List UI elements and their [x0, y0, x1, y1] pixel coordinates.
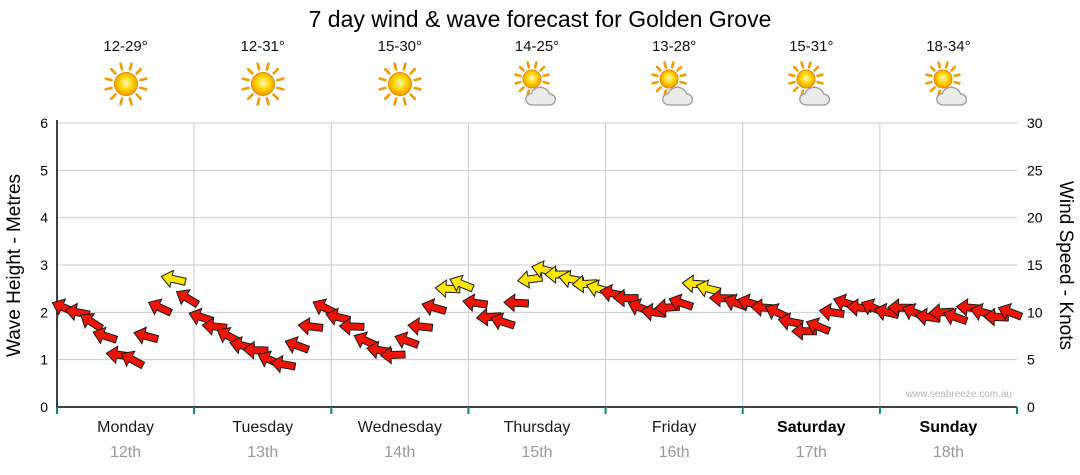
wave-axis-tick: 2 [40, 304, 48, 320]
wind-arrow [818, 302, 845, 322]
wind-arrow [490, 312, 516, 331]
day-label-thursday: Thursday [503, 419, 571, 436]
wind-arrow [668, 293, 695, 312]
day-header-saturday: 15-31° [743, 36, 880, 112]
sunny-glyph [103, 62, 148, 106]
day-header-thursday: 14-25° [468, 36, 605, 112]
partly-cloudy-icon [743, 60, 880, 112]
day-date: 17th [795, 444, 827, 461]
page-title: 7 day wind & wave forecast for Golden Gr… [308, 6, 772, 32]
partly-cloudy-glyph [925, 61, 968, 106]
wind-arrow [407, 316, 434, 336]
wind-arrow [325, 307, 352, 327]
day-header-monday: 12-29° [57, 36, 194, 112]
wind-arrow [805, 317, 832, 335]
wind-arrow [475, 307, 502, 327]
day-temp: 12-29° [103, 38, 148, 55]
partly-cloudy-icon [468, 60, 605, 112]
day-date: 15th [521, 444, 553, 461]
wind-axis-tick: 5 [1027, 352, 1035, 368]
wind-axis-tick: 10 [1027, 304, 1043, 320]
wind-axis-tick: 15 [1027, 257, 1043, 273]
wave-axis-tick: 0 [40, 399, 48, 415]
wind-arrow [160, 269, 187, 289]
wind-arrow [544, 264, 571, 285]
day-header-tuesday: 12-31° [194, 36, 331, 112]
wind-arrow [270, 354, 297, 374]
wave-axis-tick: 6 [40, 115, 48, 131]
wind-arrow [449, 274, 475, 293]
wind-arrow [462, 293, 489, 313]
wind-arrow [612, 288, 639, 308]
wind-axis-tick: 0 [1027, 399, 1035, 415]
wave-axis-tick: 1 [40, 352, 48, 368]
wind-arrow [708, 288, 735, 308]
wind-arrow [92, 326, 119, 345]
wind-axis-tick: 25 [1027, 162, 1043, 178]
wind-arrow [887, 298, 913, 318]
partly-cloudy-icon [606, 60, 743, 112]
day-temp: 18-34° [926, 38, 971, 55]
day-label-monday: Monday [97, 419, 155, 436]
wind-arrow [242, 340, 269, 360]
wind-arrow [297, 316, 324, 336]
wind-arrow [353, 331, 379, 350]
day-header-friday: 13-28° [606, 36, 743, 112]
wind-axis-tick: 30 [1027, 115, 1043, 131]
watermark: www.seabreeze.com.au [905, 389, 1012, 400]
day-date: 16th [658, 444, 690, 461]
day-date: 13th [247, 444, 279, 461]
day-temp: 12-31° [240, 38, 285, 55]
sunny-glyph [378, 62, 422, 106]
wind-arrow [188, 307, 215, 326]
wind-axis-tick: 20 [1027, 210, 1043, 226]
partly-cloudy-glyph [514, 61, 557, 106]
day-label-wednesday: Wednesday [357, 419, 442, 436]
wind-arrow [695, 279, 722, 298]
wind-arrow [379, 345, 406, 365]
day-date: 12th [110, 444, 142, 461]
partly-cloudy-glyph [788, 61, 831, 106]
wind-arrow [942, 307, 969, 326]
wind-arrow [80, 312, 104, 332]
wind-arrow [681, 274, 708, 294]
wind-arrow [338, 316, 365, 336]
day-label-tuesday: Tuesday [232, 419, 294, 436]
day-label-friday: Friday [651, 419, 697, 436]
sunny-icon [331, 60, 468, 112]
wind-arrow [284, 336, 311, 354]
wind-arrow [147, 298, 173, 317]
day-header-wednesday: 15-30° [331, 36, 468, 112]
day-temp: 14-25° [514, 38, 560, 55]
wind-arrow [503, 293, 530, 313]
wind-arrow [571, 274, 598, 294]
day-label-saturday: Saturday [777, 419, 846, 436]
day-temp: 13-28° [651, 38, 697, 55]
sunny-glyph [241, 62, 285, 106]
day-date: 14th [384, 444, 416, 461]
day-header-sunday: 18-34° [880, 36, 1017, 112]
wind-arrow [394, 331, 420, 350]
sunny-icon [194, 60, 331, 112]
wave-axis-tick: 4 [40, 210, 48, 226]
wind-arrow [421, 298, 448, 317]
wave-axis-tick: 3 [40, 257, 48, 273]
wind-arrow [175, 289, 201, 308]
day-label-sunday: Sunday [919, 419, 978, 436]
day-date: 18th [932, 444, 964, 461]
wind-arrow [997, 302, 1024, 321]
right-axis-title: Wind Speed - Knots [1055, 180, 1076, 350]
partly-cloudy-icon [880, 60, 1017, 112]
wind-arrow [928, 302, 955, 322]
partly-cloudy-glyph [651, 61, 694, 106]
day-temp: 15-31° [789, 38, 834, 55]
wind-arrow [133, 326, 160, 345]
wind-arrow [120, 350, 146, 370]
sunny-icon [57, 60, 194, 112]
wind-arrow [777, 312, 804, 331]
day-temp: 15-30° [377, 38, 423, 55]
wave-axis-tick: 5 [40, 162, 48, 178]
